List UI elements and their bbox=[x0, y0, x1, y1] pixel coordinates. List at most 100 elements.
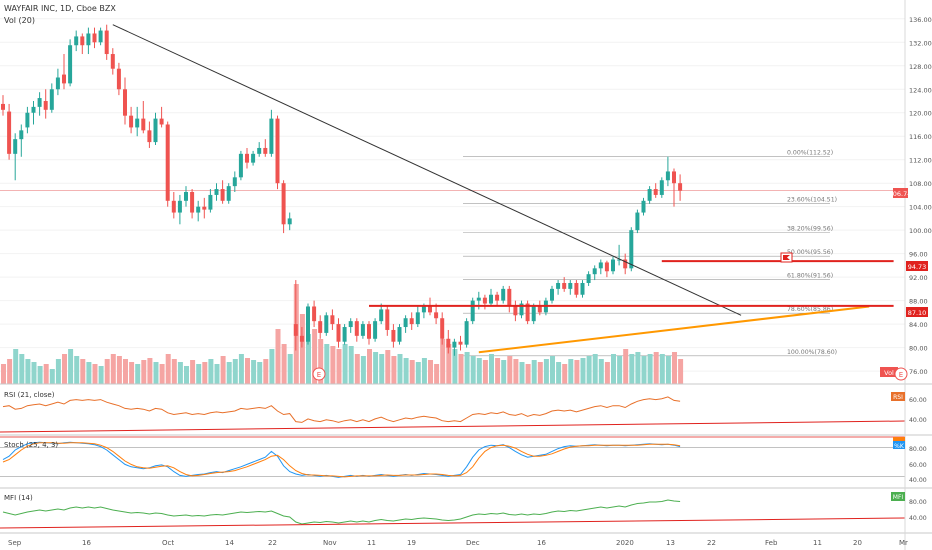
mfi-tick-label: 80.00 bbox=[909, 499, 927, 506]
candle-body bbox=[55, 77, 60, 90]
volume-bar bbox=[287, 354, 293, 384]
volume-bar bbox=[665, 356, 671, 384]
candle-body bbox=[617, 259, 622, 261]
volume-bar bbox=[604, 362, 610, 384]
volume-bar bbox=[598, 359, 604, 384]
candle-body bbox=[397, 327, 402, 342]
last-price-text: 106.74 bbox=[889, 190, 912, 198]
candle-body bbox=[116, 68, 121, 90]
candle-body bbox=[31, 106, 36, 113]
volume-bar bbox=[592, 354, 598, 384]
volume-bar bbox=[55, 359, 61, 384]
volume-bar bbox=[409, 360, 415, 384]
volume-bar bbox=[190, 360, 196, 384]
candle-body bbox=[7, 111, 12, 154]
volume-bar bbox=[373, 352, 379, 384]
candle-body bbox=[86, 33, 91, 46]
price-tick-label: 96.00 bbox=[909, 251, 928, 259]
volume-bar bbox=[86, 362, 92, 384]
volume-bar bbox=[177, 362, 183, 384]
stoch-badge: %K bbox=[893, 437, 905, 450]
flag-icon[interactable] bbox=[780, 252, 793, 263]
earnings-marker[interactable]: E bbox=[312, 367, 326, 381]
volume-bars bbox=[1, 284, 684, 384]
volume-bar bbox=[165, 354, 171, 384]
candle-body bbox=[184, 192, 188, 201]
trendline-up-trend[interactable] bbox=[478, 305, 870, 354]
volume-bar bbox=[434, 364, 440, 384]
candle-body bbox=[550, 288, 554, 301]
time-axis[interactable]: Sep 16 Oct 14 22 Nov 11 19 Dec 16 2020 13 22 Feb 11 20 M… bbox=[8, 539, 908, 547]
level-lower-text: 87.10 bbox=[908, 309, 927, 317]
rsi-label: RSI (21, close) bbox=[4, 391, 55, 399]
candle-body bbox=[153, 118, 158, 143]
volume-bar bbox=[385, 350, 391, 384]
time-tick-label: 11 bbox=[813, 539, 822, 547]
candle-body bbox=[623, 259, 628, 269]
time-tick-label: 20 bbox=[853, 539, 862, 547]
volume-bar bbox=[489, 354, 494, 384]
fibonacci-retracement[interactable]: 0.00%(112.52) 23.60%(104.51) 38.20%(99.56)… bbox=[0, 150, 905, 357]
candle-body bbox=[513, 306, 518, 316]
candle-body bbox=[318, 321, 323, 333]
volume-bar bbox=[531, 360, 537, 384]
rsi-line bbox=[2, 396, 681, 423]
candle-body bbox=[434, 312, 439, 319]
volume-bar bbox=[623, 349, 629, 384]
candle-body bbox=[678, 183, 683, 191]
volume-bar bbox=[318, 339, 324, 384]
candle-body bbox=[123, 89, 127, 116]
price-tick-label: 92.00 bbox=[909, 274, 928, 282]
candle-body bbox=[37, 98, 42, 107]
time-tick-label: 2020 bbox=[616, 539, 634, 547]
earnings-marker-text: E bbox=[317, 371, 321, 379]
candle-body bbox=[458, 341, 463, 345]
price-tick-label: 104.00 bbox=[909, 204, 932, 212]
candle-body bbox=[171, 200, 176, 213]
volume-bar bbox=[629, 354, 635, 384]
volume-bar bbox=[464, 352, 470, 384]
volume-bar bbox=[324, 344, 330, 384]
candle-body bbox=[80, 36, 85, 46]
fib-level-label: 100.00%(78.60) bbox=[787, 349, 837, 356]
volume-label: Vol (20) bbox=[4, 16, 35, 25]
candle-body bbox=[214, 189, 219, 195]
candle-body bbox=[611, 259, 615, 272]
volume-bar bbox=[354, 354, 360, 384]
volume-bar bbox=[458, 354, 464, 384]
volume-bar bbox=[342, 344, 348, 384]
rsi-support-line[interactable] bbox=[0, 420, 906, 433]
candle-body bbox=[299, 335, 304, 342]
volume-bar bbox=[617, 356, 623, 384]
volume-bar bbox=[153, 362, 159, 384]
candle-body bbox=[281, 183, 286, 225]
price-tick-label: 112.00 bbox=[909, 157, 932, 165]
candle-body bbox=[208, 194, 213, 210]
candle-body bbox=[537, 306, 542, 313]
volume-bar bbox=[312, 329, 318, 384]
volume-bar bbox=[647, 354, 653, 384]
candle-body bbox=[653, 189, 658, 195]
candle-body bbox=[324, 315, 329, 333]
stoch-badge-text: %K bbox=[894, 443, 905, 450]
drawn-trendlines[interactable] bbox=[112, 24, 894, 354]
mfi-line bbox=[2, 499, 681, 525]
time-tick-label: 16 bbox=[537, 539, 546, 547]
candle-body bbox=[43, 101, 48, 110]
candle-body bbox=[287, 218, 292, 225]
candle-body bbox=[482, 297, 487, 304]
candle-body bbox=[391, 329, 396, 342]
stoch-tick-label: 60.00 bbox=[909, 462, 927, 469]
rsi-tick-label: 40.00 bbox=[909, 417, 927, 424]
earnings-marker[interactable]: E bbox=[894, 367, 908, 381]
mfi-support-line[interactable] bbox=[0, 517, 906, 529]
time-tick-label: Feb bbox=[765, 539, 778, 547]
fib-level-label: 61.80%(91.56) bbox=[787, 273, 833, 280]
volume-bar bbox=[525, 364, 531, 384]
volume-bar bbox=[98, 366, 104, 384]
trendline-down-trend[interactable] bbox=[112, 24, 742, 316]
volume-bar bbox=[330, 346, 336, 384]
volume-bar bbox=[495, 358, 501, 384]
price-axis[interactable]: 136.00 132.00 128.00 124.00 120.00 116.00 112.… bbox=[909, 16, 932, 376]
